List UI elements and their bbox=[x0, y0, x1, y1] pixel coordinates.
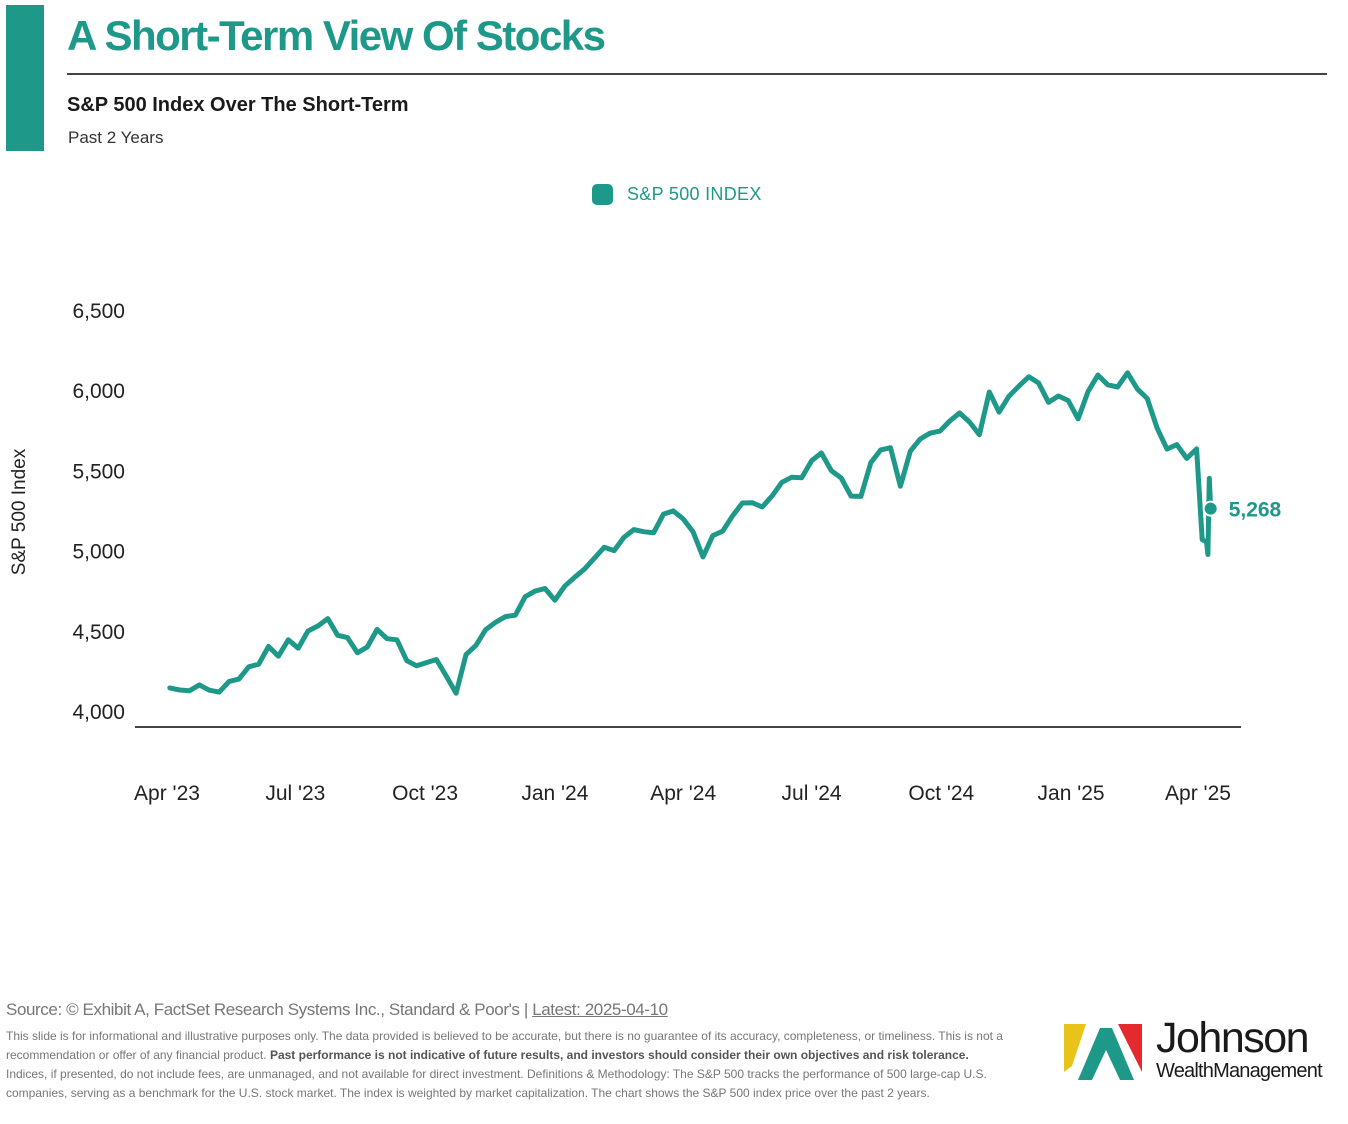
legend-swatch bbox=[592, 184, 613, 205]
last-value-marker bbox=[1202, 500, 1219, 517]
title-divider bbox=[67, 73, 1327, 75]
disclaimer-text-2: Indices, if presented, do not include fe… bbox=[6, 1067, 987, 1100]
page-title: A Short-Term View Of Stocks bbox=[67, 12, 606, 59]
chart-subtitle: S&P 500 Index Over The Short-Term bbox=[67, 94, 409, 116]
logo-name: Johnson bbox=[1156, 1014, 1310, 1062]
x-tick-label: Oct '23 bbox=[392, 782, 458, 805]
series-line-sp500 bbox=[167, 370, 1214, 696]
last-value-label: 5,268 bbox=[1229, 499, 1282, 522]
x-tick-label: Apr '24 bbox=[650, 782, 716, 805]
logo-mark-icon bbox=[1064, 1024, 1142, 1080]
accent-bar bbox=[6, 5, 44, 151]
x-tick-label: Apr '23 bbox=[134, 782, 200, 805]
y-tick-label: 6,500 bbox=[72, 300, 125, 323]
chart-legend: S&P 500 INDEX bbox=[592, 184, 762, 205]
source-text: Source: © Exhibit A, FactSet Research Sy… bbox=[6, 1000, 533, 1019]
y-axis-label: S&P 500 Index bbox=[9, 448, 30, 575]
x-tick-label: Jan '24 bbox=[521, 782, 588, 805]
x-tick-label: Jan '25 bbox=[1038, 782, 1105, 805]
y-tick-label: 4,500 bbox=[72, 621, 125, 644]
disclaimer: This slide is for informational and illu… bbox=[6, 1027, 1006, 1103]
x-tick-label: Oct '24 bbox=[908, 782, 974, 805]
x-tick-label: Jul '24 bbox=[782, 782, 842, 805]
x-tick-label: Apr '25 bbox=[1165, 782, 1231, 805]
logo-subtitle: WealthManagement bbox=[1156, 1060, 1323, 1082]
line-chart: 4,000 4,500 5,000 5,500 6,000 6,500 Apr '23 Ju… bbox=[9, 300, 1282, 805]
disclaimer-text: This slide is for informational and illu… bbox=[6, 1029, 1003, 1062]
y-tick-label: 5,500 bbox=[72, 460, 125, 483]
x-tick-label: Jul '23 bbox=[265, 782, 325, 805]
source-line: Source: © Exhibit A, FactSet Research Sy… bbox=[6, 1000, 668, 1020]
latest-date-link[interactable]: Latest: 2025-04-10 bbox=[532, 1000, 668, 1019]
legend-label: S&P 500 INDEX bbox=[627, 184, 762, 204]
disclaimer-bold: Past performance is not indicative of fu… bbox=[269, 1048, 969, 1062]
y-tick-label: 5,000 bbox=[72, 541, 125, 564]
chart-period: Past 2 Years bbox=[68, 128, 164, 147]
johnson-logo: Johnson WealthManagement bbox=[1062, 1014, 1342, 1084]
y-tick-label: 4,000 bbox=[72, 701, 125, 724]
y-tick-label: 6,000 bbox=[72, 380, 125, 403]
